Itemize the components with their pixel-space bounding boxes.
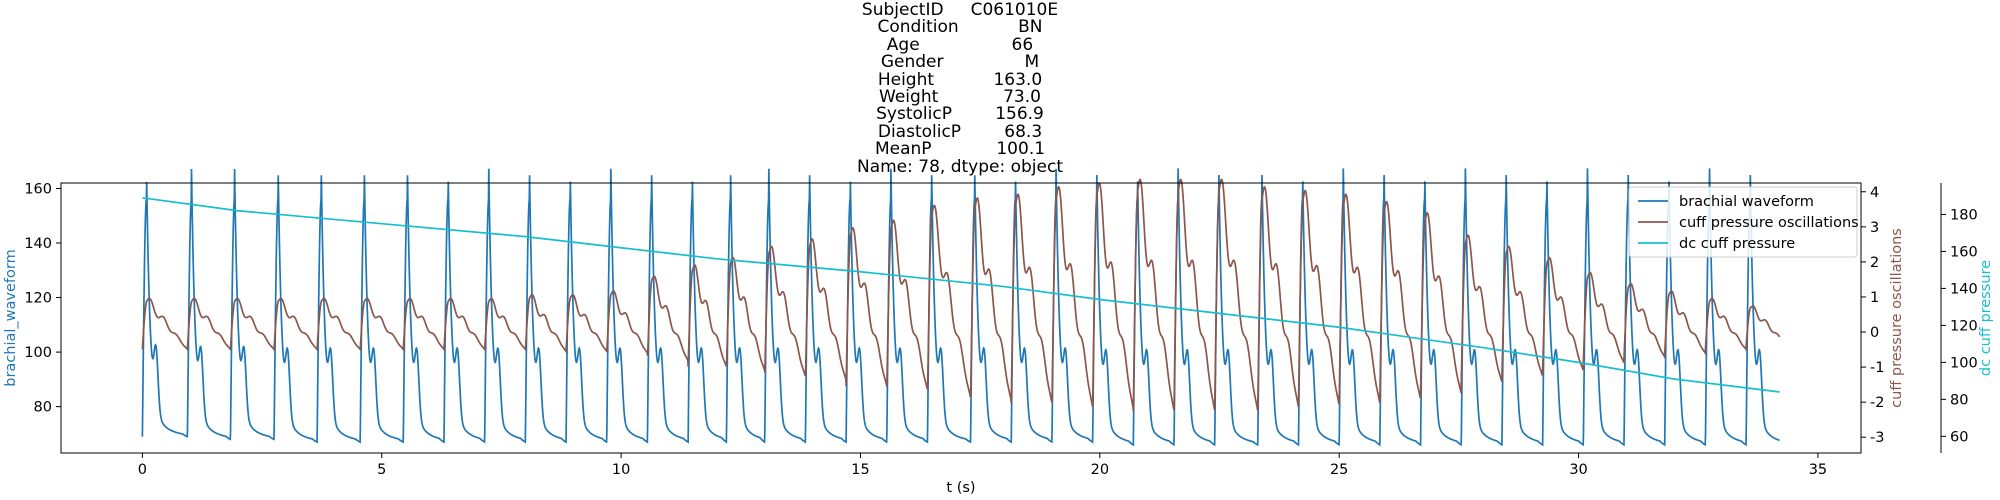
x-tick-label: 10: [612, 462, 630, 478]
right1-tick-label: 4: [1870, 185, 1879, 201]
title-line: Condition BN: [877, 17, 1043, 38]
brachial-waveform-line: [141, 168, 1780, 447]
right2-tick-label: 180: [1950, 207, 1978, 223]
title-line: MeanP 100.1: [874, 139, 1046, 160]
x-axis: 0 5 10 15 20 25 30 35: [138, 453, 1827, 478]
left-axis-label: brachial_waveform: [3, 249, 19, 386]
left-tick-label: 100: [24, 345, 52, 361]
left-tick-label: 160: [24, 181, 52, 197]
right2-tick-label: 100: [1950, 355, 1978, 371]
left-y-axis: 80 100 120 140 160: [24, 181, 61, 416]
series-layer: [141, 168, 1781, 447]
right-axis-2-label: dc cuff pressure: [1978, 260, 1994, 376]
title-line: Weight 73.0: [879, 87, 1041, 107]
x-tick-label: 15: [851, 462, 869, 478]
x-tick-label: 35: [1809, 462, 1827, 478]
dc-cuff-pressure-line: [142, 196, 1780, 393]
title-line: Age 66: [886, 34, 1034, 55]
right1-tick-label: -3: [1870, 430, 1884, 446]
right1-tick-label: 2: [1870, 255, 1879, 271]
left-tick-label: 80: [34, 400, 52, 416]
x-tick-label: 25: [1330, 462, 1348, 478]
x-axis-label: t (s): [946, 480, 975, 496]
x-tick-label: 30: [1569, 462, 1587, 478]
legend-label: dc cuff pressure: [1679, 236, 1795, 252]
right-y-axis-dc-cuff: 60 80 100 120 140 160 180: [1940, 183, 1978, 453]
right2-tick-label: 140: [1950, 281, 1978, 297]
title-line: Height 163.0: [877, 69, 1043, 90]
right-y-axis-oscillations: -3 -2 -1 0 1 2 3 4: [1861, 185, 1884, 446]
plot-frame: [60, 182, 1862, 454]
right2-tick-label: 80: [1950, 392, 1968, 408]
legend-box: [1628, 186, 1858, 258]
right2-tick-label: 160: [1950, 244, 1978, 260]
right1-tick-label: -2: [1870, 395, 1884, 411]
cuff-oscillations-line: [141, 178, 1781, 412]
title-line: Gender M: [880, 52, 1040, 73]
x-tick-label: 5: [377, 462, 386, 478]
legend: brachial waveform cuff pressure oscillati…: [1628, 186, 1859, 258]
right2-tick-label: 120: [1950, 318, 1978, 334]
right1-tick-label: 3: [1870, 220, 1879, 236]
legend-label: cuff pressure oscillations: [1679, 215, 1859, 231]
title-line: SystolicP 156.9: [876, 104, 1044, 125]
left-tick-label: 120: [24, 291, 52, 307]
right1-tick-label: 0: [1870, 325, 1879, 341]
right1-tick-label: 1: [1870, 290, 1879, 306]
x-tick-label: 20: [1091, 462, 1109, 478]
legend-label: brachial waveform: [1679, 194, 1814, 210]
right2-tick-label: 60: [1950, 429, 1968, 445]
title-line: SubjectID C061010E: [861, 0, 1059, 20]
title-line: Name: 78, dtype: object: [856, 156, 1063, 177]
right1-tick-label: -1: [1870, 360, 1884, 376]
title-line: DiastolicP 68.3: [877, 121, 1043, 142]
x-tick-label: 0: [138, 462, 147, 478]
right-axis-1-label: cuff pressure oscillations: [1889, 228, 1905, 408]
left-tick-label: 140: [24, 236, 52, 252]
